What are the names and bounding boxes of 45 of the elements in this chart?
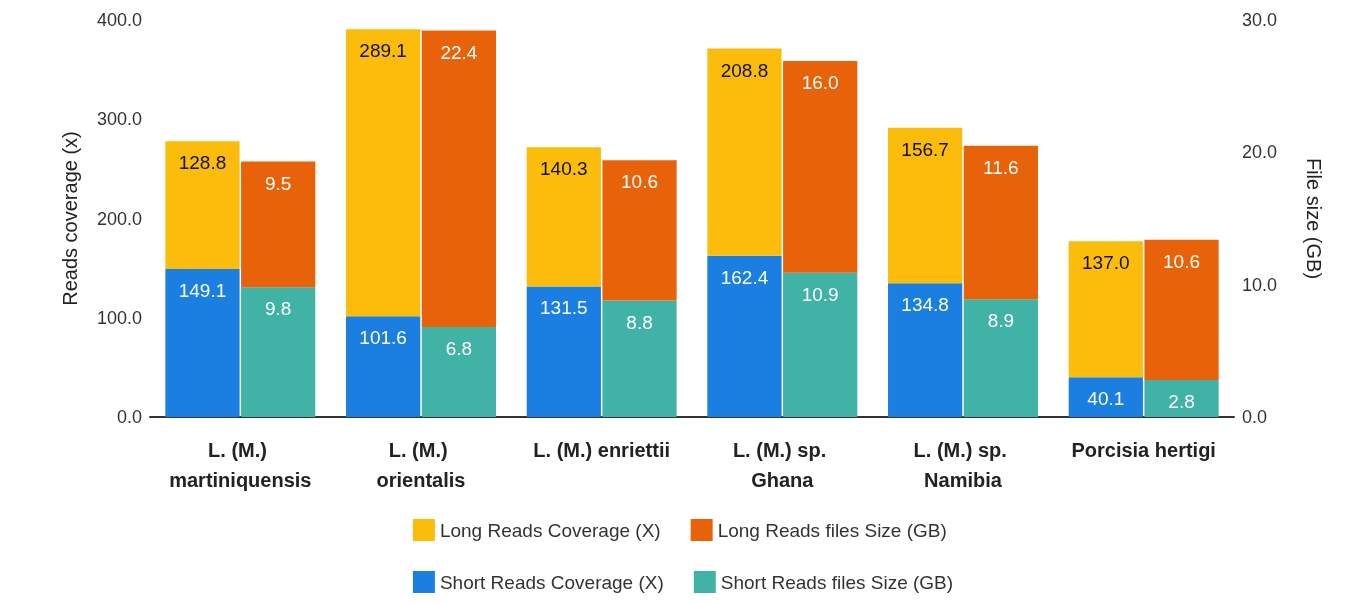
data-label: 40.1 <box>1087 388 1125 410</box>
data-label: 10.6 <box>1163 250 1201 272</box>
y2-axis-title: File size (GB) <box>1303 157 1325 280</box>
data-label: 6.8 <box>445 338 473 360</box>
y-tick-label: 0.0 <box>116 407 142 427</box>
data-label: 289.1 <box>359 40 407 62</box>
legend-label: Long Reads files Size (GB) <box>717 519 947 541</box>
y2-tick-label: 10.0 <box>1242 274 1278 295</box>
y-tick-label: 400.0 <box>96 10 142 30</box>
data-label: 156.7 <box>901 138 949 160</box>
y-tick-label: 300.0 <box>96 109 142 130</box>
data-label: 8.8 <box>626 311 653 333</box>
data-label: 16.0 <box>801 72 839 94</box>
data-label: 101.6 <box>359 327 407 349</box>
data-label: 9.8 <box>264 298 292 320</box>
legend-label: Long Reads Coverage (X) <box>439 519 661 541</box>
data-label: 8.9 <box>987 310 1015 332</box>
x-tick-label: L. (M.) enriettii <box>533 439 670 461</box>
x-tick-label: L. (M.) martiniquensis <box>169 439 312 491</box>
data-label: 9.5 <box>264 172 292 194</box>
data-label: 134.8 <box>901 294 949 316</box>
data-label: 2.8 <box>1168 390 1195 412</box>
data-label: 208.8 <box>720 59 769 81</box>
y-axis-title: Reads coverage (x) <box>59 131 81 306</box>
data-label: 11.6 <box>983 156 1019 178</box>
data-label: 22.4 <box>440 41 478 63</box>
data-label: 10.6 <box>621 171 659 193</box>
x-tick-label: L. (M.) sp. Ghana <box>732 439 832 491</box>
x-tick-label: Porcisia hertigi <box>1071 439 1216 461</box>
y-tick-label: 200.0 <box>96 208 142 229</box>
data-label: 140.3 <box>540 158 588 180</box>
data-label: 149.1 <box>178 280 227 302</box>
x-tick-label: L. (M.) orientalis <box>376 439 466 491</box>
data-label: 131.5 <box>540 297 588 319</box>
data-label: 137.0 <box>1082 252 1130 274</box>
data-label: 162.4 <box>720 266 769 288</box>
legend-label: Short Reads Coverage (X) <box>439 571 664 593</box>
y2-tick-label: 20.0 <box>1242 142 1278 163</box>
x-tick-label: L. (M.) sp. Namibia <box>913 439 1013 491</box>
y2-tick-label: 0.0 <box>1242 407 1268 427</box>
data-label: 10.9 <box>801 283 839 305</box>
y-tick-label: 100.0 <box>96 307 142 328</box>
data-label: 128.8 <box>178 152 227 174</box>
y2-tick-label: 30.0 <box>1242 10 1278 30</box>
legend-label: Short Reads files Size (GB) <box>720 571 954 593</box>
